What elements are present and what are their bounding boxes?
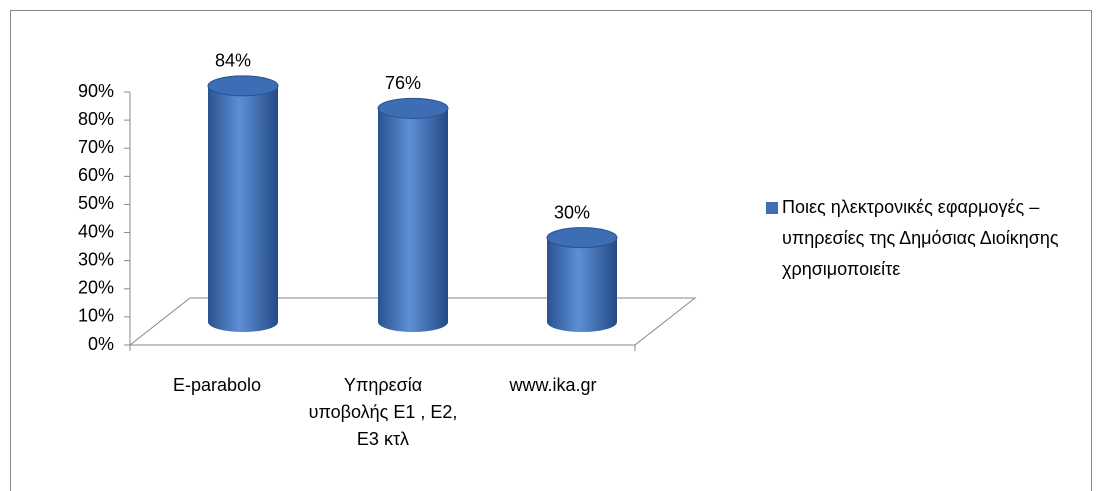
y-tick-label: 90% — [78, 81, 114, 101]
y-tick-label: 40% — [78, 221, 114, 241]
bar — [546, 227, 618, 332]
frame — [10, 10, 1092, 491]
y-tick-label: 10% — [78, 306, 114, 326]
x-tick-label: Υπηρεσία υποβολής Ε1 , Ε2, Ε3 κτλ — [308, 375, 458, 449]
y-tick-label: 80% — [78, 109, 114, 129]
y-tick-label: 30% — [78, 249, 114, 269]
y-tick-label: 60% — [78, 165, 114, 185]
floor — [128, 297, 697, 346]
bar — [377, 97, 449, 332]
y-tick-label: 70% — [78, 137, 114, 157]
y-tick-label: 20% — [78, 278, 114, 298]
x-tick-label: E-parabolo — [172, 375, 262, 395]
x-tick-label: www.ika.gr — [509, 375, 597, 395]
value-label: 76% — [385, 73, 421, 93]
y-tick-label: 0% — [88, 334, 114, 354]
legend-label: Ποιες ηλεκτρονικές εφαρμογές – υπηρεσίες… — [782, 197, 1059, 279]
legend-swatch — [766, 202, 778, 214]
bar — [207, 75, 279, 332]
y-tick-label: 50% — [78, 193, 114, 213]
value-label: 84% — [215, 51, 251, 71]
value-label: 30% — [554, 202, 590, 222]
